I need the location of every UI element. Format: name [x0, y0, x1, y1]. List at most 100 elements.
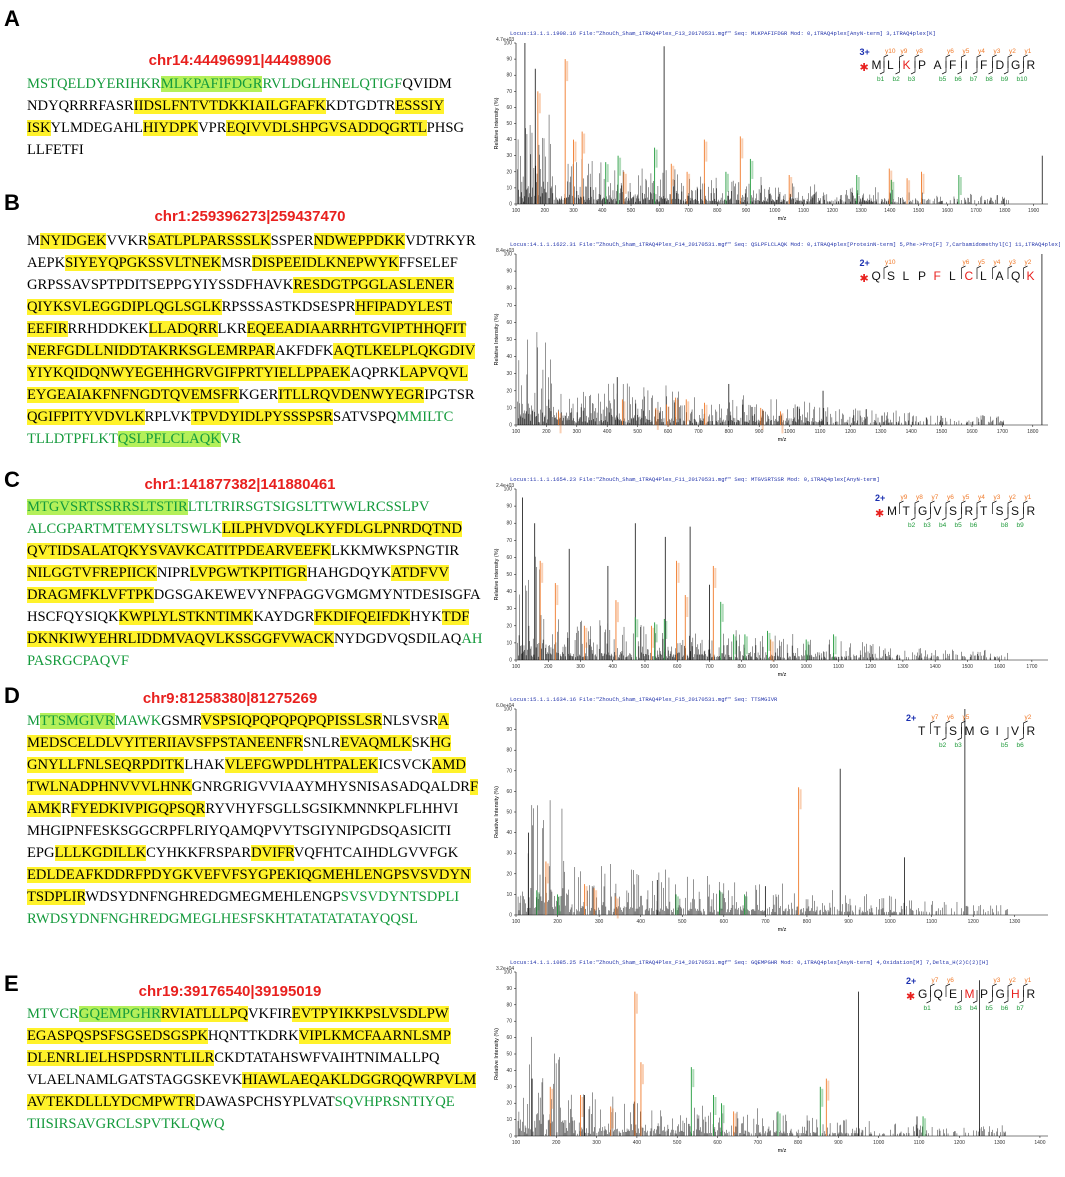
peptide-residue: V [934, 504, 942, 518]
b-ion-bracket [926, 507, 931, 521]
sequence-line: AEPKSIYEYQPGKSSVLTNEKMSRDISPEEIDLKNEPWYK… [27, 252, 467, 274]
novel-region: MTVCR [27, 1006, 79, 1022]
novel-region: SVSVDYNTSDPLI [340, 889, 460, 905]
x-tick-label: 1000 [769, 208, 780, 214]
identified-peptide: HG [430, 735, 452, 751]
max-intensity-label: 8.4e+03 [496, 248, 514, 254]
y-axis-label: Relative Intensity (%) [494, 97, 500, 149]
identified-peptide: F [469, 779, 479, 795]
x-tick-label: 1000 [873, 1140, 884, 1146]
sequence-segment: CYHKKFRSPAR [146, 845, 252, 861]
sequence-segment: R [61, 801, 71, 817]
b-ion-bracket [1019, 507, 1024, 521]
sequence-line: TLLDTPFLKTQSLPFLCLAQKVR [27, 428, 467, 450]
matched-peptide: GQEMPGHR [78, 1006, 161, 1022]
sequence-segment: EPG [27, 845, 55, 861]
y-tick-label: 50 [506, 337, 512, 343]
peptide-residue: F [949, 58, 956, 72]
x-tick-label: 1200 [954, 1140, 965, 1146]
y-tick-label: 10 [506, 405, 512, 411]
b-ion-bracket [941, 727, 947, 741]
novel-region: RVLDGLHNELQTIGF [262, 76, 403, 92]
identified-peptide: VLEFGWPDLHTPALEK [224, 757, 379, 773]
b-ion-bracket [1019, 990, 1024, 1004]
x-tick-label: 900 [770, 664, 779, 670]
sequence-line: AMKRFYEDKIVPIGQPSQRRYVHYFSGLLSGSIKMNNKPL… [27, 798, 467, 820]
identified-peptide: EQIVVDLSHPGVSADDQGRTL [226, 120, 427, 136]
sequence-segment: HAHGDQYK [307, 565, 392, 581]
x-tick-label: 900 [834, 1140, 843, 1146]
noise-peaks [517, 1036, 1006, 1136]
sequence-segment: NIPR [156, 565, 190, 581]
novel-region: M [27, 713, 40, 729]
identified-peptide: DLENRLIELHSPDSRNTLILR [27, 1050, 215, 1066]
x-tick-label: 400 [637, 919, 646, 925]
b-ion-bracket [910, 61, 916, 75]
peptide-residue: A [934, 58, 942, 72]
sequence-line: QIYKSVLEGGDIPLQGLSGLKRPSSSASTKDSESPRHFIP… [27, 296, 467, 318]
sequence-segment: MSR [221, 255, 252, 271]
sequence-line: MNYIDGEKVVKRSATLPLPARSSSLKSSPERNDWEPPDKK… [27, 230, 476, 252]
y-tick-label: 80 [506, 286, 512, 292]
b-ion-bracket [941, 507, 947, 521]
b-ion-label: b2 [908, 522, 916, 529]
y-ion-bracket [961, 265, 966, 279]
identified-peptide: DKNKIWYEHRLIDDMVAQVLKSSGGFVWACK [27, 631, 335, 647]
y-ion-label: y3 [994, 494, 1001, 501]
panel-e: E chr19:39176540|39195019 MTVCRGQEMPGHRR… [0, 959, 1065, 1177]
x-tick-label: 100 [512, 919, 521, 925]
sequence-line: EDLDEAFKDDRFPDYGKVEFVFSYGPEKIQGMEHLENGPS… [27, 864, 471, 886]
identified-peptide: DRAGMFKLVFTPK [27, 587, 154, 603]
identified-peptide: EEFIR [27, 321, 68, 337]
y-tick-label: 20 [506, 623, 512, 629]
y-tick-label: 10 [506, 640, 512, 646]
b-ion-bracket [1019, 727, 1024, 741]
peptide-residue: G [918, 504, 927, 518]
b-ion-bracket [988, 990, 993, 1004]
y-ion-label: y10 [885, 259, 896, 266]
asterisk-icon: ✱ [860, 272, 869, 285]
sequence-line: NERFGDLLNIDDTAKRKSGLEMRPARAKFDFKAQTLKELP… [27, 340, 476, 362]
x-tick-label: 1100 [926, 919, 937, 925]
y-tick-label: 60 [506, 320, 512, 326]
x-tick-label: 400 [598, 208, 607, 214]
b-ion-label: b4 [939, 522, 947, 529]
x-tick-label: 500 [641, 664, 650, 670]
peptide-residue: T [980, 504, 988, 518]
novel-region: MSTQELDYERIHKR [27, 76, 161, 92]
y-ion-label: y9 [901, 494, 908, 501]
identified-peptide: A [438, 713, 449, 729]
x-tick-label: 800 [725, 429, 734, 435]
sequence-line: TWLNADPHNVVVLHNKGNRGRIGVVIAAYMHYSNISASAD… [27, 776, 479, 798]
sequence-segment: HQNTTKDRK [207, 1028, 299, 1044]
sequence-segment: FFSELEF [398, 255, 458, 271]
max-intensity-label: 4.7e+03 [496, 37, 514, 43]
x-tick-label: 600 [713, 1140, 722, 1146]
peptide-residue: K [903, 58, 911, 72]
spectrum-header: Locus:14.1.1.1085.25 File:"ZhouCh_Sham_i… [510, 959, 989, 966]
y-tick-label: 80 [506, 73, 512, 79]
peptide-residue: T [918, 724, 926, 738]
peptide-residue: F [980, 58, 987, 72]
sequence-line: PASRGCPAQVF [27, 650, 467, 672]
x-tick-label: 1300 [897, 664, 908, 670]
locus-title: chr14:44496991|44498906 [148, 52, 332, 69]
sequence-line: MTGVSRTSSRRSLTSTIRLTLTRIRSGTSIGSLTTWWLRC… [27, 496, 467, 518]
identified-peptide: EDLDEAFKDDRFPDYGKVEFVFSYGPEKIQGMEHLENGPS… [27, 867, 471, 883]
panel-letter: E [4, 971, 19, 996]
sequence-line: EPGLLLKGDILLKCYHKKFRSPARDVIFRVQFHTCAIHDL… [27, 842, 467, 864]
y-tick-label: 40 [506, 830, 512, 836]
y-ion-bracket [1023, 265, 1028, 279]
b-ion-label: b6 [1017, 742, 1025, 749]
identified-peptide: NDWEPPDKK [313, 233, 406, 249]
sequence-segment: VKFIR [248, 1006, 292, 1022]
identified-peptide: EVTPYIKKPSLVSDLPW [291, 1006, 449, 1022]
y-tick-label: 70 [506, 1019, 512, 1025]
b-ion-label: b2 [893, 76, 901, 83]
b-ion-label: b8 [1001, 522, 1009, 529]
y-tick-label: 50 [506, 572, 512, 578]
y-ion-label: y7 [932, 977, 939, 984]
b-ion-label: b1 [877, 76, 885, 83]
y-ion-label: y3 [994, 977, 1001, 984]
sequence-line: MTVCRGQEMPGHRRVIATLLLPQVKFIREVTPYIKKPSLV… [27, 1003, 467, 1025]
